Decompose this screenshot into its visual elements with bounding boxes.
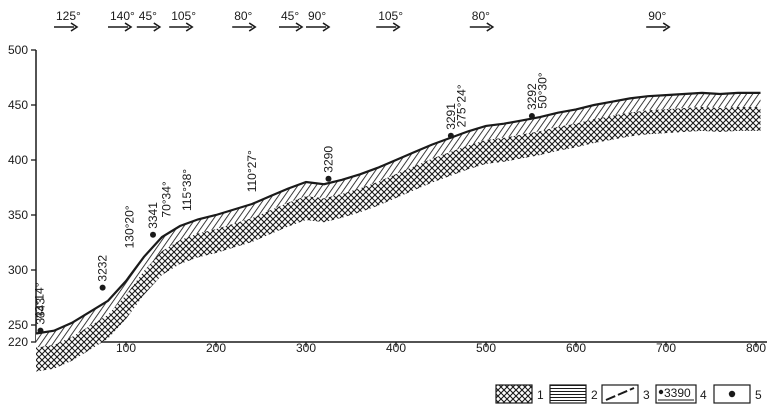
sample-number: 3292 [525, 83, 539, 110]
y-tick-label: 450 [8, 98, 28, 112]
dip-label: 130°20° [123, 205, 137, 248]
arrow-right-icon [185, 22, 194, 32]
x-tick-label: 300 [296, 341, 316, 355]
bearing-arrows: 125° 140° 45° 105° 80° 45° 90° 105° 80° 90° [54, 9, 671, 32]
legend-label-2: 2 [591, 388, 598, 402]
sample-number: 3291 [444, 103, 458, 130]
profile-layers [35, 91, 761, 372]
sample-number: 3341 [146, 202, 160, 229]
legend-label-1: 1 [537, 388, 544, 402]
axes [35, 50, 767, 343]
sample-number: 3232 [96, 255, 110, 282]
sample-number: 3343 [34, 298, 48, 325]
bearing-label: 90° [648, 9, 666, 23]
y-tick-label: 400 [8, 153, 28, 167]
bearing-label: 125° [56, 9, 81, 23]
x-tick-label: 500 [476, 341, 496, 355]
fault-line-icon [605, 387, 635, 401]
x-tick-label: 100 [116, 341, 136, 355]
dip-label: 110°27° [245, 150, 259, 192]
arrow-right-icon [322, 22, 331, 32]
y-tick-label: 220 [8, 335, 28, 349]
y-tick-label: 500 [8, 43, 28, 57]
arrow-right-icon [124, 22, 133, 32]
point-icon [728, 390, 736, 398]
dip-annotations: 43°14° 130°20° 70°34° 115°38° 110°27° 275°24°… [33, 72, 550, 319]
arrow-right-icon [662, 22, 671, 32]
arrow-right-icon [295, 22, 304, 32]
legend-label-5: 5 [755, 388, 762, 402]
bearing-label: 45° [139, 9, 157, 23]
rock-layer-body [36, 106, 761, 372]
dip-label: 70°34° [160, 181, 174, 217]
arrow-right-icon [70, 22, 79, 32]
x-tick-label: 700 [656, 341, 676, 355]
bearing-label: 140° [110, 9, 135, 23]
sample-point [528, 113, 535, 119]
x-tick-labels: 100 200 300 400 500 600 700 800 [116, 341, 766, 355]
arrow-right-icon [153, 22, 162, 32]
y-tick-label: 300 [8, 263, 28, 277]
x-tick-label: 400 [386, 341, 406, 355]
x-tick-label: 600 [566, 341, 586, 355]
arrow-right-icon [248, 22, 257, 32]
sample-point [447, 132, 454, 139]
legend-swatch-2 [549, 384, 587, 404]
arrow-right-icon [486, 22, 495, 32]
y-tick-label: 350 [8, 208, 28, 222]
dip-label: 115°38° [180, 169, 194, 211]
legend-label-4: 4 [700, 388, 707, 402]
sample-point [37, 327, 44, 334]
dip-label: 43°14° [33, 282, 47, 318]
sample-point [99, 284, 106, 291]
y-tick-labels: 220 250 300 350 400 450 500 [8, 43, 36, 349]
bearing-label: 105° [378, 9, 403, 23]
bearing-label: 80° [234, 9, 252, 23]
dip-label: 275°24° [455, 84, 469, 127]
legend-label-3: 3 [643, 388, 650, 402]
x-tick-label: 800 [746, 341, 766, 355]
bearing-label: 90° [308, 9, 326, 23]
bearing-label: 80° [472, 9, 490, 23]
legend: 1 2 3 3390 4 5 [495, 384, 762, 404]
sample-point [150, 231, 156, 238]
legend-swatch-4 [655, 384, 697, 404]
y-tick-label: 250 [8, 318, 28, 332]
sample-number: 3290 [322, 146, 336, 173]
arrow-right-icon [392, 22, 401, 32]
sample-dot-icon [658, 389, 664, 395]
bearing-label: 45° [281, 9, 299, 23]
sample-points: 3343 3232 3341 3290 3291 3292 [34, 83, 539, 334]
x-tick-label: 200 [206, 341, 226, 355]
sample-point [325, 175, 332, 182]
surface-profile-line [35, 91, 761, 335]
bearing-label: 105° [171, 9, 196, 23]
legend-sample-number: 3390 [664, 386, 691, 400]
dip-label: 50°30° [536, 72, 550, 108]
legend-swatch-1 [495, 384, 533, 404]
